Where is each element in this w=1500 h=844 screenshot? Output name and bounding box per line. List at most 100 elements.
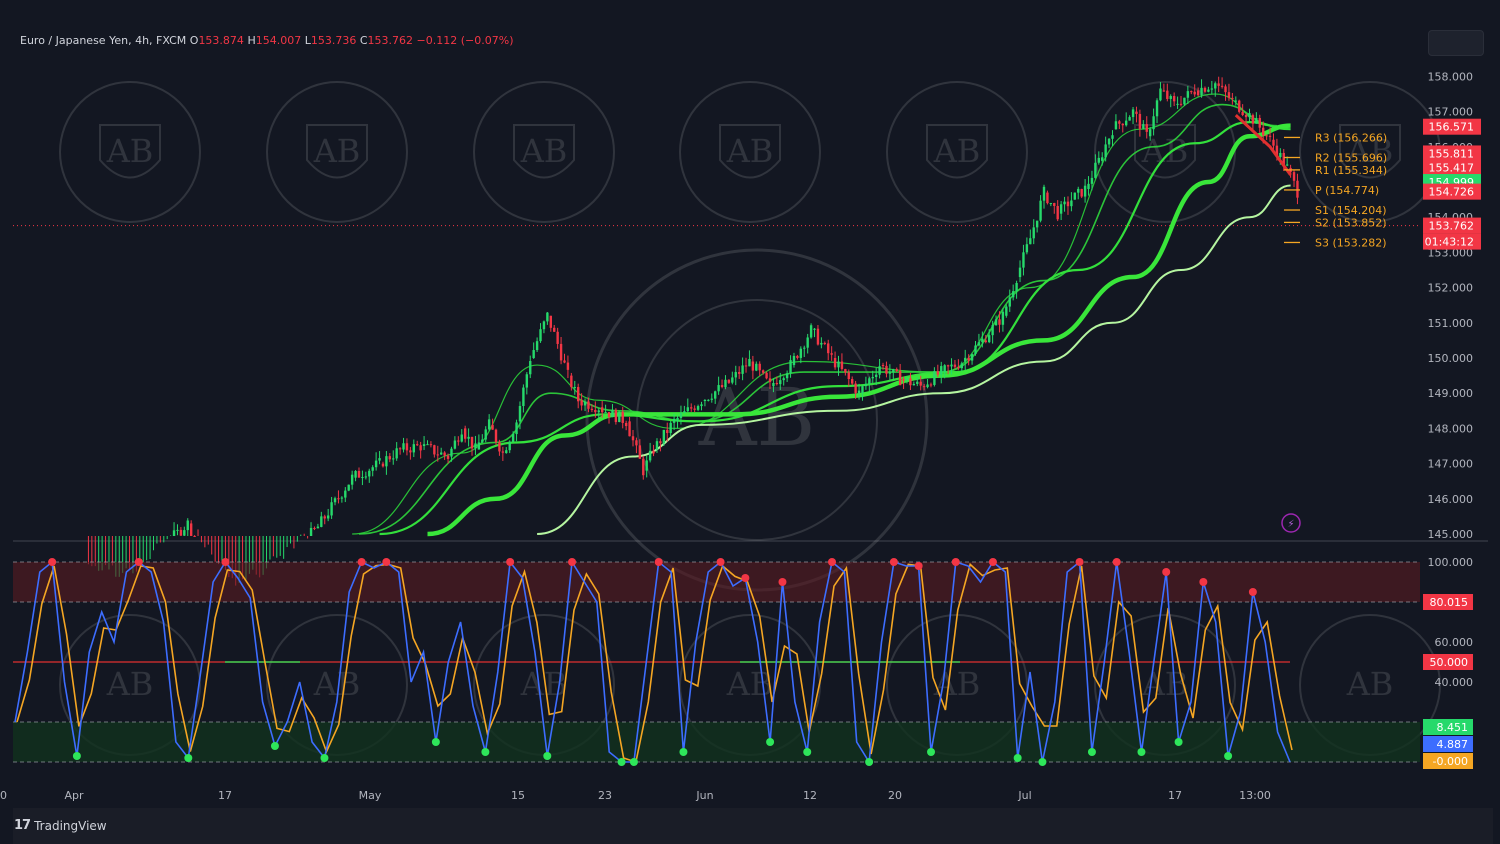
candle-body — [1234, 100, 1237, 102]
candle-body — [621, 411, 624, 423]
candle-body — [1224, 86, 1227, 93]
candle-body — [1049, 202, 1053, 204]
candle-body — [549, 315, 552, 328]
change-value: −0.112 (−0.07%) — [416, 34, 514, 47]
candle-body — [570, 375, 573, 388]
candle-body — [970, 354, 974, 361]
candle-body — [659, 441, 662, 444]
watermark-seal — [59, 81, 201, 223]
oscillator-value-badge — [1423, 736, 1473, 752]
oscillator-level-badge — [1423, 594, 1473, 610]
candle-body — [1248, 113, 1251, 118]
symbol-title[interactable]: Euro / Japanese Yen, 4h, FXCM — [20, 34, 187, 47]
buy-signal-dot — [72, 752, 81, 760]
buy-signal-dot — [927, 748, 936, 756]
candle-body — [898, 370, 902, 386]
candle-body — [1025, 244, 1029, 253]
candle-body — [1268, 135, 1272, 137]
candle-body — [1101, 157, 1104, 161]
candle-body — [806, 337, 809, 348]
price-pane — [13, 30, 1420, 535]
candle-body — [1046, 192, 1049, 204]
candle-body — [912, 383, 916, 386]
candle-body — [895, 369, 898, 371]
oscillator-axis-tick: 40.000 — [1435, 676, 1474, 689]
candle-body — [501, 451, 505, 453]
candle-body — [487, 419, 491, 430]
candle-body — [402, 443, 405, 450]
price-axis-tick: 153.000 — [1428, 246, 1474, 259]
candle-body — [964, 357, 967, 362]
candle-body — [1128, 117, 1131, 121]
candle-body — [840, 361, 844, 370]
candle-body — [313, 527, 316, 529]
buy-signal-dot — [184, 754, 193, 762]
candle-body — [1022, 252, 1025, 268]
candle-body — [590, 408, 594, 410]
candle-body — [789, 360, 792, 374]
time-axis-tick: 15 — [511, 789, 525, 802]
oversold-zone — [13, 722, 1420, 762]
candle-body — [354, 470, 357, 478]
time-axis-tick: 17 — [1168, 789, 1182, 802]
candle-body — [350, 474, 354, 485]
price-axis-tick: 148.000 — [1428, 422, 1474, 435]
sell-signal-dot — [48, 558, 57, 566]
candle-body — [580, 400, 583, 406]
candle-body — [1285, 164, 1289, 166]
candle-body — [1220, 85, 1224, 87]
watermark-seal — [886, 81, 1028, 223]
time-axis-tick: 13:00 — [1239, 789, 1271, 802]
candle-body — [1148, 129, 1152, 137]
candle-body — [1292, 172, 1296, 181]
candle-body — [1279, 152, 1282, 157]
candle-body — [1207, 89, 1210, 92]
candle-body — [683, 411, 686, 413]
candle-body — [994, 319, 998, 326]
watermark-shield — [1134, 124, 1196, 179]
toolbar-button[interactable] — [1428, 30, 1484, 56]
candle-body — [597, 410, 600, 413]
candle-body — [498, 442, 501, 452]
buy-signal-dot — [431, 738, 440, 746]
ema-line-green — [379, 121, 1291, 536]
candle-body — [1114, 121, 1118, 130]
candle-body — [1066, 201, 1070, 207]
candle-body — [594, 409, 597, 413]
pivot-label: R2 (155.696) — [1315, 152, 1387, 165]
candle-body — [1258, 118, 1261, 128]
candle-body — [679, 412, 683, 418]
candle-body — [731, 377, 734, 383]
candle-body — [1155, 100, 1159, 117]
watermark-shield — [719, 124, 781, 179]
candle-body — [189, 523, 193, 536]
tradingview-logo[interactable]: 17 TradingView — [14, 818, 107, 833]
candle-body — [587, 401, 590, 409]
sell-signal-dot — [778, 578, 787, 586]
candle-body — [344, 490, 347, 498]
candle-body — [827, 343, 830, 354]
candle-body — [703, 400, 707, 402]
candle-body — [1011, 291, 1015, 298]
candle-body — [624, 422, 628, 427]
low-value: 153.736 — [310, 34, 357, 47]
open-value: 153.874 — [198, 34, 244, 47]
candle-body — [539, 329, 542, 342]
sell-signal-dot — [889, 558, 898, 566]
price-axis-tick: 151.000 — [1428, 317, 1474, 330]
candle-body — [933, 371, 936, 385]
sell-signal-dot — [568, 558, 577, 566]
candle-body — [669, 422, 672, 434]
candle-body — [381, 463, 385, 467]
pivot-label: S3 (153.282) — [1315, 236, 1387, 249]
oscillator-level-badge — [1423, 654, 1473, 670]
candle-body — [861, 386, 864, 394]
candle-body — [696, 406, 700, 410]
candle-body — [1166, 90, 1169, 99]
candle-body — [1118, 121, 1121, 124]
candle-body — [1135, 111, 1138, 114]
watermark-text: AB — [520, 132, 568, 170]
candle-body — [395, 448, 398, 459]
candle-body — [433, 445, 436, 455]
